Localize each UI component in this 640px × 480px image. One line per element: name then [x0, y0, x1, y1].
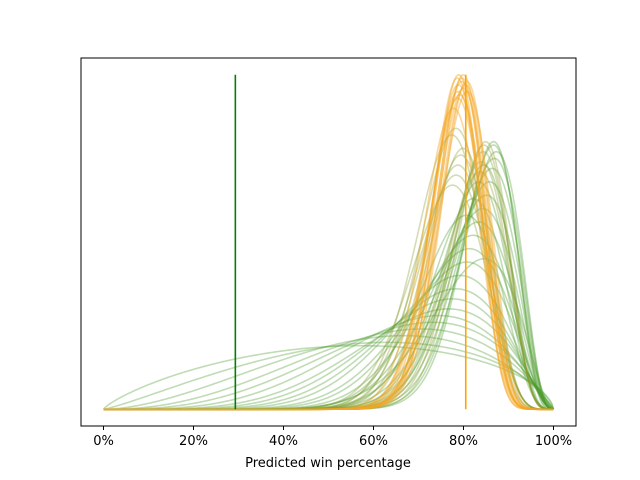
density-curve-1-1: [103, 174, 554, 411]
density-curve-2-3: [103, 84, 554, 411]
density-curve-1-3: [103, 154, 554, 411]
density-curve-0-11: [103, 247, 554, 411]
density-curve-0-7: [103, 298, 554, 411]
x-tick-label-2: 40%: [269, 434, 298, 449]
density-curve-0-5: [103, 314, 554, 411]
density-curve-0-22: [103, 180, 554, 411]
density-curve-0-24: [103, 257, 554, 411]
x-tick-label-1: 20%: [179, 434, 208, 449]
density-curve-0-6: [103, 308, 554, 411]
density-curve-2-4: [103, 80, 554, 411]
density-curve-1-5: [103, 170, 554, 411]
density-curve-2-7: [103, 87, 554, 411]
density-curve-0-20: [103, 214, 554, 411]
density-curve-2-8: [103, 84, 554, 411]
density-curve-1-11: [103, 127, 554, 411]
density-curve-2-12: [103, 77, 554, 411]
x-tick-label-0: 0%: [93, 434, 114, 449]
density-curve-1-0: [103, 184, 554, 411]
density-curve-0-10: [103, 261, 554, 411]
x-tick-label-5: 100%: [535, 434, 572, 449]
density-curve-0-3: [103, 328, 555, 411]
density-curve-0-16: [103, 181, 554, 411]
density-curve-1-10: [103, 134, 554, 411]
density-curve-0-14: [103, 207, 554, 411]
density-curve-0-9: [103, 274, 554, 411]
density-curve-0-19: [103, 150, 554, 411]
density-curve-1-2: [103, 164, 554, 411]
density-curve-2-1: [103, 97, 554, 411]
density-curve-0-1: [103, 341, 555, 411]
density-curve-2-10: [103, 94, 554, 411]
plot-frame: [80, 57, 577, 427]
x-axis-ticks: 0% 20% 40% 60% 80% 100%: [93, 426, 572, 449]
density-curve-0-26: [103, 140, 554, 411]
density-curve-0-0: [102, 344, 555, 410]
density-curve-1-4: [103, 147, 554, 411]
density-curve-0-25: [103, 144, 554, 411]
density-curves: [102, 73, 555, 411]
density-curve-0-21: [103, 197, 554, 411]
density-curve-0-2: [103, 334, 555, 411]
density-curve-0-4: [103, 321, 555, 411]
density-curve-1-6: [103, 160, 554, 411]
density-curve-0-8: [103, 288, 554, 411]
x-tick-label-4: 80%: [449, 434, 478, 449]
density-curve-0-13: [103, 221, 554, 411]
density-curve-0-15: [103, 194, 554, 411]
density-curve-0-18: [103, 157, 554, 411]
density-curve-2-6: [103, 73, 554, 411]
density-curve-1-9: [103, 140, 554, 411]
x-tick-label-3: 60%: [359, 434, 388, 449]
density-curve-2-2: [103, 90, 554, 411]
density-curve-1-7: [103, 150, 554, 411]
density-curve-0-23: [103, 164, 554, 411]
vertical-markers: [234, 74, 467, 410]
density-curve-2-0: [103, 107, 554, 411]
density-curve-2-5: [103, 77, 554, 411]
density-curve-2-11: [103, 90, 554, 411]
density-curve-0-12: [103, 234, 554, 411]
x-axis-label: Predicted win percentage: [245, 456, 411, 471]
density-curve-1-8: [103, 144, 554, 411]
density-curve-2-9: [103, 80, 554, 411]
density-curve-2-13: [103, 73, 554, 411]
density-curve-0-17: [103, 167, 554, 411]
